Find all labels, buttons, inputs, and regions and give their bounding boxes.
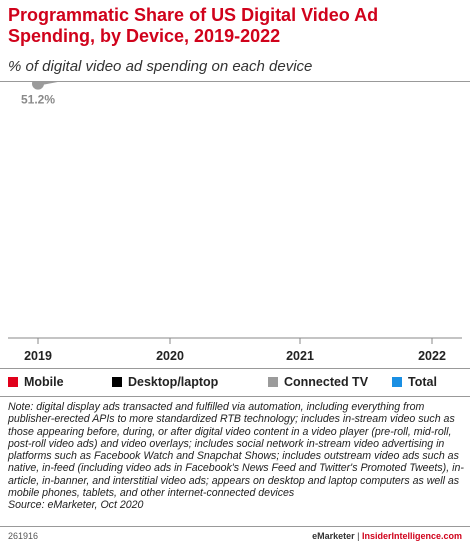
legend-item-mobile: Mobile: [8, 375, 64, 389]
footer-divider: [0, 526, 470, 527]
x-tick-label-2019: 2019: [24, 349, 52, 363]
legend-divider: [0, 368, 470, 369]
x-tick-label-2022: 2022: [418, 349, 446, 363]
note-divider: [0, 396, 470, 397]
top-divider: [0, 81, 470, 82]
line-chart: 85.0%87.0%89.5%91.2%83.0%83.8%83.2%81.8%…: [8, 82, 462, 363]
brand-emarketer: eMarketer: [312, 531, 355, 541]
chart-subtitle: % of digital video ad spending on each d…: [8, 58, 313, 75]
x-tick-label-2020: 2020: [156, 349, 184, 363]
legend-label-desktop-laptop: Desktop/laptop: [128, 375, 219, 389]
data-label-connected-tv-2019: 51.2%: [21, 93, 55, 107]
series-points: [32, 82, 44, 90]
series-lines: [37, 82, 58, 86]
footer: 261916 eMarketer | InsiderIntelligence.c…: [0, 531, 470, 545]
note-text: Note: digital display ads transacted and…: [8, 401, 464, 500]
legend-item-total: Total: [392, 375, 437, 389]
chart-title: Programmatic Share of US Digital Video A…: [8, 5, 379, 46]
chart-note: Note: digital display ads transacted and…: [8, 401, 466, 512]
data-point-connected-tv-2019: [32, 82, 44, 90]
source-text: Source: eMarketer, Oct 2020: [8, 499, 144, 512]
brand-separator: |: [357, 531, 360, 541]
legend-item-connected-tv: Connected TV: [268, 375, 368, 389]
legend-label-connected-tv: Connected TV: [284, 375, 369, 389]
legend-label-mobile: Mobile: [24, 375, 64, 389]
x-axis-ticks: 2019 2020 2021 2022: [24, 338, 446, 363]
legend-swatch-desktop-laptop: [112, 377, 122, 387]
series-line-connected-tv: [37, 82, 58, 86]
brand-insider: InsiderIntelligence.com: [361, 531, 462, 541]
chart-legend: Mobile Desktop/laptop Connected TV Total: [0, 375, 470, 395]
brand: eMarketer | InsiderIntelligence.com: [312, 531, 462, 541]
legend-swatch-connected-tv: [268, 377, 278, 387]
chart-id: 261916: [8, 531, 39, 541]
legend-item-desktop-laptop: Desktop/laptop: [112, 375, 218, 389]
legend-swatch-mobile: [8, 377, 18, 387]
legend-label-total: Total: [408, 375, 437, 389]
legend-swatch-total: [392, 377, 402, 387]
x-tick-label-2021: 2021: [286, 349, 314, 363]
data-labels: 85.0%87.0%89.5%91.2%83.0%83.8%83.2%81.8%…: [21, 93, 55, 107]
